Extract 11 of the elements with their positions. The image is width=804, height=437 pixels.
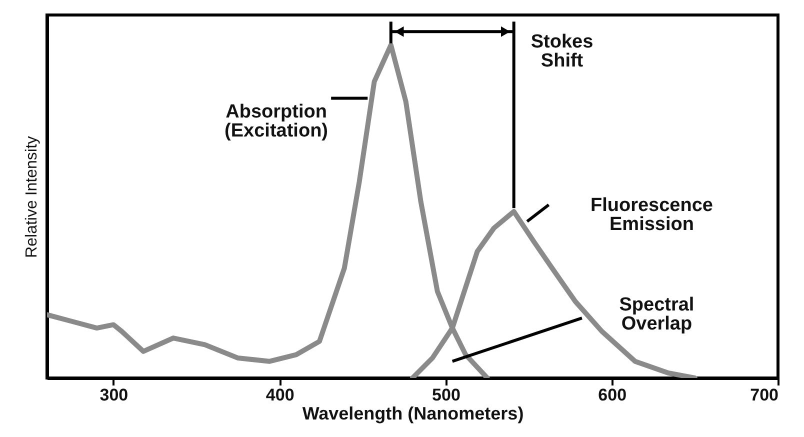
annotation: Spectral Overlap — [619, 294, 694, 335]
text: Fluorescence Emission — [590, 194, 713, 235]
annotation: Stokes Shift — [530, 32, 594, 72]
x-axis-title: Wavelength (Nanometers) — [302, 404, 524, 424]
x-tick-label: 400 — [266, 386, 294, 404]
series-label: Absorption (Excitation) — [224, 102, 328, 142]
x-tick-label: 300 — [100, 386, 128, 404]
y-axis-title: Relative Intensity — [24, 136, 40, 258]
x-tick-label: 500 — [432, 386, 460, 404]
x-tick-label: 700 — [750, 386, 778, 404]
x-tick-label: 600 — [598, 386, 627, 404]
